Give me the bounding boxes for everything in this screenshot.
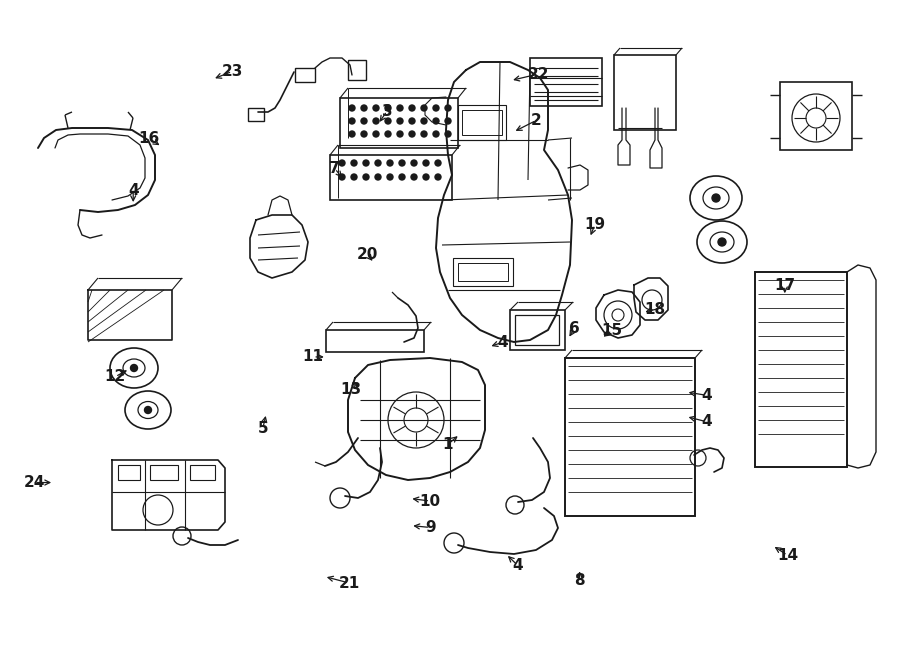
Text: 9: 9 — [425, 520, 436, 535]
Text: 17: 17 — [774, 278, 796, 293]
Circle shape — [361, 105, 367, 111]
Bar — [780, 82, 852, 150]
Bar — [755, 272, 847, 467]
Circle shape — [409, 105, 415, 111]
Circle shape — [130, 364, 138, 371]
Circle shape — [351, 174, 357, 180]
Circle shape — [349, 105, 355, 111]
Text: 4: 4 — [701, 388, 712, 403]
Text: 7: 7 — [329, 161, 340, 176]
Text: 5: 5 — [257, 421, 268, 436]
Circle shape — [349, 118, 355, 124]
Bar — [348, 60, 366, 80]
Circle shape — [421, 118, 427, 124]
Circle shape — [387, 174, 393, 180]
Text: 21: 21 — [338, 576, 360, 590]
Text: 4: 4 — [512, 558, 523, 572]
Circle shape — [399, 174, 405, 180]
Bar — [453, 258, 513, 286]
Circle shape — [375, 160, 381, 166]
Text: 2: 2 — [531, 113, 542, 128]
Circle shape — [339, 174, 345, 180]
Circle shape — [363, 160, 369, 166]
Circle shape — [363, 174, 369, 180]
Circle shape — [351, 160, 357, 166]
Text: 20: 20 — [356, 247, 378, 262]
Circle shape — [397, 131, 403, 137]
Text: 14: 14 — [777, 548, 798, 563]
Text: 10: 10 — [419, 494, 441, 508]
Circle shape — [445, 131, 451, 137]
Circle shape — [361, 131, 367, 137]
Bar — [190, 465, 215, 480]
Bar — [295, 68, 315, 82]
Circle shape — [339, 160, 345, 166]
Text: 19: 19 — [584, 217, 606, 232]
Bar — [510, 310, 565, 350]
Bar — [330, 155, 452, 200]
Circle shape — [373, 131, 379, 137]
Circle shape — [373, 105, 379, 111]
Bar — [530, 58, 602, 106]
Circle shape — [421, 105, 427, 111]
Text: 3: 3 — [382, 104, 392, 118]
Text: 13: 13 — [340, 383, 362, 397]
Circle shape — [712, 194, 720, 202]
Circle shape — [385, 118, 391, 124]
Text: 8: 8 — [574, 573, 585, 588]
Circle shape — [718, 238, 726, 246]
Circle shape — [375, 174, 381, 180]
Circle shape — [397, 105, 403, 111]
Circle shape — [423, 160, 429, 166]
Circle shape — [433, 131, 439, 137]
Text: 22: 22 — [527, 67, 549, 81]
Circle shape — [409, 118, 415, 124]
Text: 24: 24 — [23, 475, 45, 490]
Circle shape — [433, 118, 439, 124]
Circle shape — [445, 105, 451, 111]
Circle shape — [435, 160, 441, 166]
Circle shape — [373, 118, 379, 124]
Circle shape — [411, 174, 417, 180]
Text: 12: 12 — [104, 369, 126, 384]
Bar — [614, 55, 676, 130]
Circle shape — [445, 118, 451, 124]
Circle shape — [423, 174, 429, 180]
Text: 1: 1 — [442, 438, 453, 452]
Text: 11: 11 — [302, 350, 324, 364]
Circle shape — [145, 407, 151, 414]
Circle shape — [409, 131, 415, 137]
Bar — [248, 108, 264, 121]
Text: 4: 4 — [701, 414, 712, 429]
Circle shape — [387, 160, 393, 166]
Bar — [340, 98, 458, 148]
Circle shape — [433, 105, 439, 111]
Text: 18: 18 — [644, 302, 666, 317]
Bar — [458, 105, 506, 140]
Text: 16: 16 — [139, 132, 160, 146]
Bar — [565, 358, 695, 516]
Text: 6: 6 — [569, 321, 580, 336]
Bar — [462, 110, 502, 135]
Bar — [458, 263, 508, 281]
Bar — [150, 465, 178, 480]
Circle shape — [385, 105, 391, 111]
Circle shape — [411, 160, 417, 166]
Text: 4: 4 — [128, 183, 139, 198]
Text: 23: 23 — [221, 64, 243, 79]
Bar — [515, 315, 559, 345]
Text: 15: 15 — [601, 323, 623, 338]
Bar — [326, 330, 424, 352]
Circle shape — [385, 131, 391, 137]
Circle shape — [399, 160, 405, 166]
Bar — [118, 465, 140, 480]
Circle shape — [435, 174, 441, 180]
Circle shape — [421, 131, 427, 137]
Circle shape — [397, 118, 403, 124]
Circle shape — [361, 118, 367, 124]
Text: 4: 4 — [497, 335, 508, 350]
Circle shape — [349, 131, 355, 137]
